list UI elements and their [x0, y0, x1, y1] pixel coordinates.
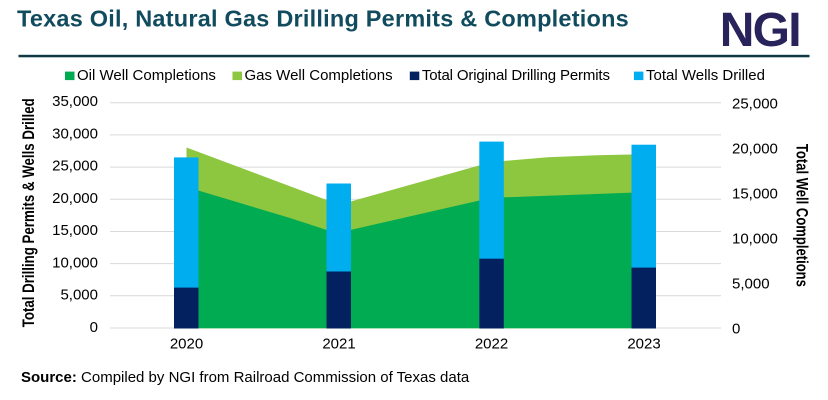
svg-text:Total Well Completions: Total Well Completions	[793, 144, 812, 287]
svg-text:Oil Well Completions: Oil Well Completions	[77, 67, 216, 84]
svg-text:20,000: 20,000	[52, 190, 98, 207]
svg-text:25,000: 25,000	[732, 95, 778, 112]
svg-text:2021: 2021	[322, 336, 355, 353]
svg-text:2020: 2020	[170, 336, 203, 353]
svg-text:20,000: 20,000	[732, 141, 778, 158]
svg-text:25,000: 25,000	[52, 158, 98, 175]
svg-text:Total Wells Drilled: Total Wells Drilled	[646, 67, 765, 84]
svg-text:10,000: 10,000	[52, 254, 98, 271]
svg-text:NGI: NGI	[720, 4, 800, 57]
svg-text:2022: 2022	[475, 336, 508, 353]
svg-text:Gas Well Completions: Gas Well Completions	[245, 67, 393, 84]
svg-text:2023: 2023	[627, 336, 660, 353]
svg-text:5,000: 5,000	[60, 287, 98, 304]
svg-text:15,000: 15,000	[52, 222, 98, 239]
svg-text:10,000: 10,000	[732, 231, 778, 248]
svg-text:15,000: 15,000	[732, 186, 778, 203]
svg-text:0: 0	[732, 321, 740, 338]
svg-text:5,000: 5,000	[732, 276, 770, 293]
svg-text:0: 0	[90, 319, 98, 336]
svg-text:35,000: 35,000	[52, 93, 98, 110]
svg-text:Total Original Drilling Permit: Total Original Drilling Permits	[422, 67, 610, 84]
svg-text:Source: Compiled by NGI from R: Source: Compiled by NGI from Railroad Co…	[21, 369, 470, 386]
svg-text:Texas Oil, Natural Gas Drillin: Texas Oil, Natural Gas Drilling Permits …	[17, 6, 629, 32]
svg-text:Total Drilling Permits & Wells: Total Drilling Permits & Wells Drilled	[19, 98, 38, 327]
svg-text:30,000: 30,000	[52, 125, 98, 142]
